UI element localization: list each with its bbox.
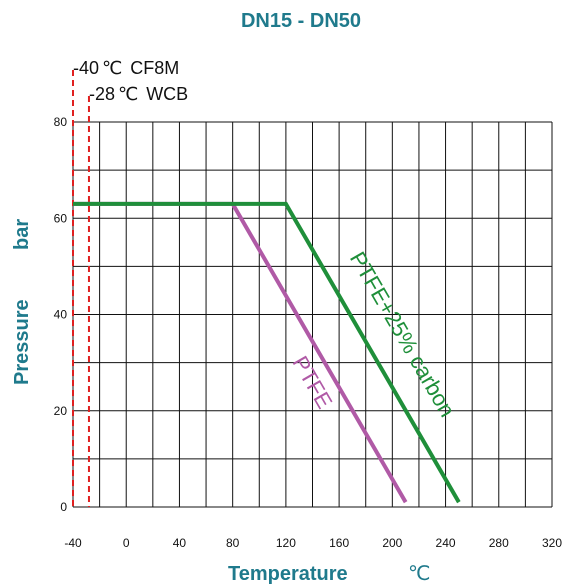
x-axis-unit: ℃ — [408, 561, 430, 585]
series-label-ptfe: PTFE — [288, 352, 338, 413]
x-tick-label: 0 — [123, 536, 130, 550]
x-axis-label: Temperature — [228, 563, 348, 585]
y-tick-label: 20 — [54, 404, 68, 418]
x-tick-label: 40 — [173, 536, 187, 550]
temperature-limit-label: -28 ℃ WCB — [89, 84, 188, 105]
x-tick-label: 200 — [382, 536, 402, 550]
series-layer — [73, 201, 461, 504]
y-tick-label: 80 — [54, 115, 68, 129]
y-tick-label: 60 — [54, 211, 68, 225]
limit-lines-layer: -40 ℃ CF8M -28 ℃ WCB — [72, 58, 188, 507]
chart-title: DN15 - DN50 — [241, 10, 361, 32]
grid-layer — [72, 121, 553, 508]
x-tick-label: 160 — [329, 536, 349, 550]
y-axis-unit: bar — [11, 219, 33, 250]
axis-layer: -40 0 40 80 120 160 200 240 280 320 0 20 40 60 80 — [54, 115, 563, 550]
y-tick-label: 0 — [60, 500, 67, 514]
x-tick-label: 240 — [436, 536, 456, 550]
temperature-limit-label: -40 ℃ CF8M — [73, 58, 179, 79]
series-line-ptfe — [73, 201, 408, 504]
series-line-ptfe-carbon — [73, 201, 461, 504]
x-tick-label: 80 — [226, 536, 240, 550]
x-tick-label: 280 — [489, 536, 509, 550]
x-tick-label: -40 — [64, 536, 82, 550]
series-labels-layer: PTFE PTFE+25% carbon — [288, 247, 460, 421]
x-tick-label: 120 — [276, 536, 296, 550]
x-tick-label: 320 — [542, 536, 562, 550]
y-axis-label: Pressure — [11, 299, 33, 385]
y-tick-label: 40 — [54, 308, 68, 322]
